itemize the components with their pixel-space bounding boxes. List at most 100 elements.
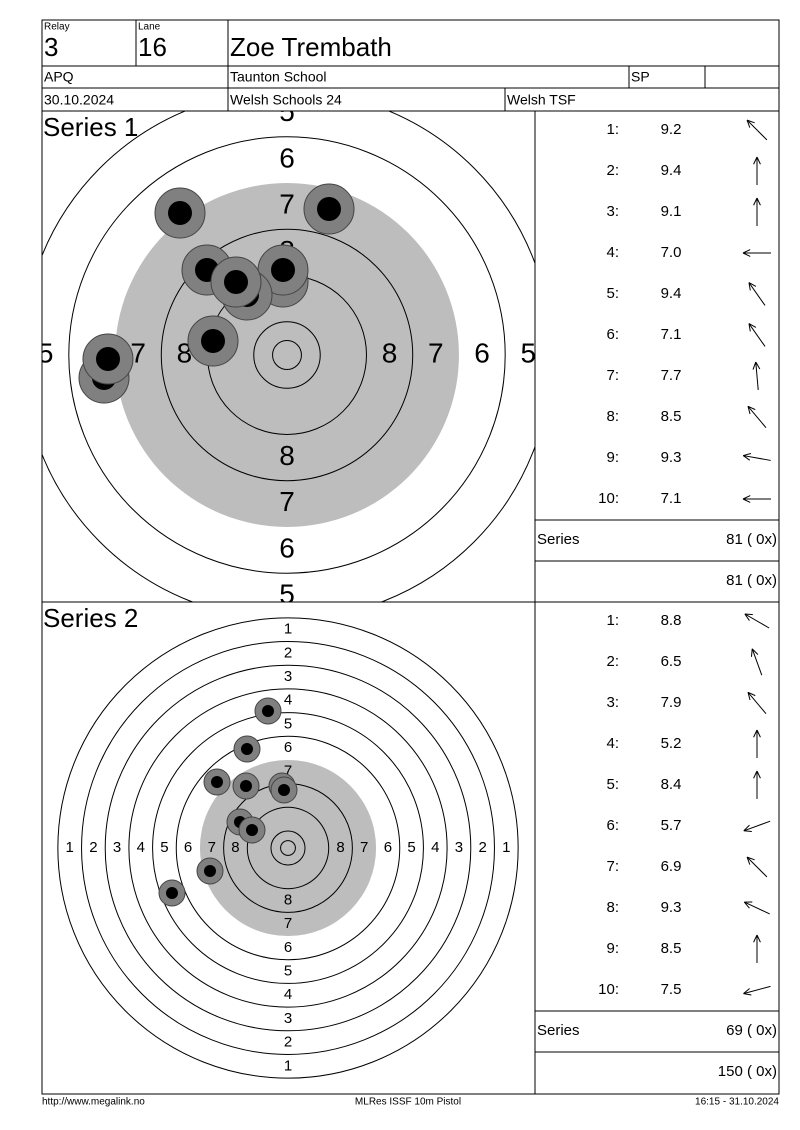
shot-hole	[262, 705, 274, 717]
inner-ten	[272, 340, 302, 370]
shot-hole	[211, 776, 223, 788]
cumulative-total: 150 ( 0x)	[718, 1063, 777, 1080]
shot-score: 5.7	[661, 817, 682, 834]
direction-arrow-head	[752, 361, 757, 370]
shot-number: 7:	[606, 367, 619, 384]
series-panel: 11112222333344445555666677778888Series 2…	[41, 601, 780, 1095]
direction-arrow-head	[756, 770, 761, 779]
shot-score: 7.7	[661, 367, 682, 384]
series-label: Series	[537, 531, 580, 548]
shot-score: 6.9	[661, 858, 682, 875]
shot-hole	[271, 258, 295, 282]
shot-number: 1:	[606, 612, 619, 629]
organizer: Welsh TSF	[507, 92, 576, 108]
shot-score: 7.5	[661, 981, 682, 998]
ring-label: 2	[284, 644, 292, 661]
shot-score: 9.3	[661, 449, 682, 466]
ring	[81, 641, 495, 1055]
shot-score: 8.4	[661, 776, 682, 793]
direction-arrow-head	[742, 495, 751, 500]
ring-label: 7	[284, 763, 292, 780]
shot-number: 1:	[606, 121, 619, 138]
direction-arrow-head	[756, 197, 761, 206]
series-title: Series 1	[43, 112, 138, 142]
shot-hole	[204, 865, 216, 877]
shot-number: 10:	[598, 981, 619, 998]
ring-label: 7	[208, 839, 216, 856]
ring-label: 6	[384, 839, 392, 856]
series-label: Series	[537, 1022, 580, 1039]
shot-number: 3:	[606, 694, 619, 711]
direction-arrow-head	[747, 405, 756, 411]
ring-label: 6	[474, 337, 490, 368]
direction-arrow-head	[748, 323, 751, 332]
shot-score: 7.9	[661, 694, 682, 711]
ring-label: 8	[382, 337, 398, 368]
direction-arrow-head	[753, 729, 758, 738]
ring-label: 5	[284, 963, 292, 980]
lane: 16	[138, 32, 167, 62]
shot-hole	[241, 743, 253, 755]
ring-label: 7	[279, 486, 295, 517]
ring-label: 2	[478, 839, 486, 856]
shot-score: 7.0	[661, 244, 682, 261]
ring	[253, 321, 321, 389]
relay: 3	[44, 32, 58, 62]
shot-number: 7:	[606, 858, 619, 875]
ring-label: 7	[284, 915, 292, 932]
club: Taunton School	[230, 69, 327, 85]
direction-arrow-head	[746, 856, 751, 865]
ring-label: 5	[160, 839, 168, 856]
ring-label: 4	[431, 839, 439, 856]
direction-arrow-head	[742, 455, 751, 461]
footer-program: MLRes ISSF 10m Pistol	[355, 1097, 461, 1108]
direction-arrow-head	[744, 613, 750, 621]
direction-arrow-head	[746, 119, 755, 124]
direction-arrow	[743, 820, 771, 832]
ring-label: 2	[284, 1034, 292, 1051]
shot-score: 5.2	[661, 735, 682, 752]
shot-number: 2:	[606, 162, 619, 179]
direction-arrow-head	[755, 361, 761, 370]
series-panel: 5555666677778888Series 11:9.22:9.43:9.14…	[41, 110, 780, 603]
direction-arrow	[748, 282, 766, 306]
shot-number: 6:	[606, 817, 619, 834]
series-total: 81 ( 0x)	[726, 531, 777, 548]
cumulative-total: 81 ( 0x)	[726, 572, 777, 589]
direction-arrow-head	[747, 692, 751, 701]
ring-label: 6	[284, 939, 292, 956]
direction-arrow-head	[747, 691, 756, 697]
direction-arrow-head	[743, 993, 752, 996]
direction-arrow-head	[750, 648, 753, 657]
shot-number: 5:	[606, 285, 619, 302]
shot-score: 9.2	[661, 121, 682, 138]
panel-frame	[41, 601, 780, 1095]
direction-arrow-head	[742, 498, 751, 503]
direction-arrow	[746, 856, 768, 878]
ring-label: 7	[130, 337, 146, 368]
shot-hole	[168, 201, 192, 225]
shot-number: 10:	[598, 490, 619, 507]
direction-arrow-head	[753, 197, 758, 206]
direction-arrow-head	[747, 406, 751, 415]
class: APQ	[44, 69, 74, 85]
direction-arrow	[743, 985, 771, 995]
event: Welsh Schools 24	[230, 92, 342, 108]
shot-hole	[201, 329, 225, 353]
direction-arrow-head	[748, 282, 757, 287]
footer-timestamp: 16:15 - 31.10.2024	[695, 1097, 779, 1108]
date: 30.10.2024	[44, 92, 114, 108]
ring-label: 1	[284, 621, 292, 638]
ring-label: 7	[279, 189, 295, 220]
shot-hole	[166, 887, 178, 899]
shot-score: 9.1	[661, 203, 682, 220]
direction-arrow-head	[748, 323, 757, 328]
direction-arrow-head	[743, 452, 752, 457]
ring-label: 5	[521, 337, 537, 368]
target: 5555666677778888	[42, 111, 537, 602]
shot-score: 8.5	[661, 940, 682, 957]
shot-hole	[96, 347, 120, 371]
shot-number: 8:	[606, 899, 619, 916]
ring	[128, 688, 448, 1008]
